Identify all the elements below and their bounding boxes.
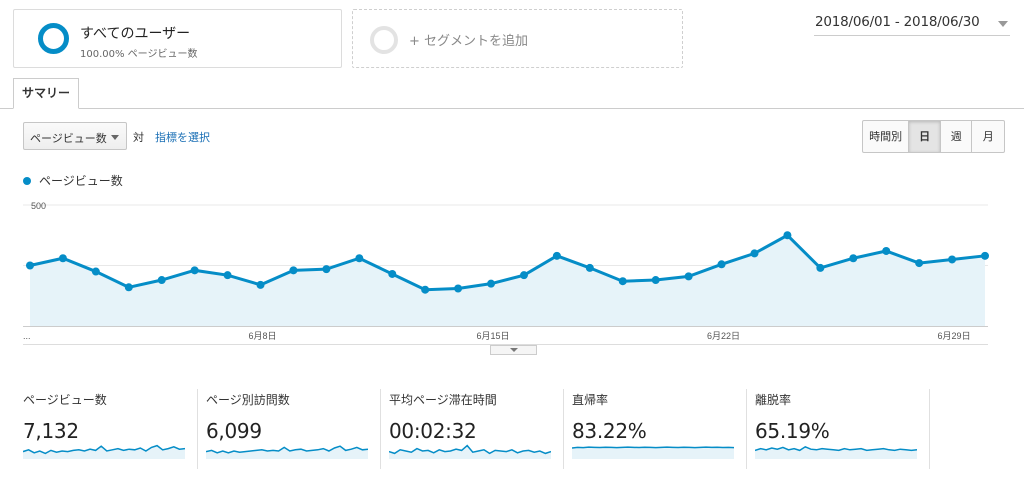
data-point: [717, 260, 726, 269]
data-point: [618, 277, 627, 286]
data-point: [26, 261, 34, 270]
metric-label: 平均ページ滞在時間: [389, 393, 497, 407]
data-point: [981, 251, 989, 260]
metric-sparkline-card[interactable]: 直帰率 83.22%: [564, 389, 747, 469]
date-range-picker[interactable]: 2018/06/01 - 2018/06/30: [814, 12, 1010, 36]
data-point: [190, 266, 199, 275]
metric-label: ページビュー数: [23, 393, 107, 407]
sparkline-area: [572, 447, 734, 459]
metric-select[interactable]: ページビュー数: [23, 122, 127, 150]
data-point: [519, 271, 528, 280]
y-tick-label: 500: [31, 201, 46, 211]
sparkline-area: [23, 445, 185, 459]
legend-dot-icon: [23, 177, 31, 185]
metric-sparklines: ページビュー数 7,132 ページ別訪問数 6,099 平均ページ滞在時間 00:02:3…: [15, 389, 930, 469]
x-tick-label: 6月22日: [707, 331, 740, 341]
data-point: [124, 283, 133, 292]
data-point: [750, 249, 759, 258]
data-point: [585, 263, 594, 272]
data-point: [355, 254, 364, 263]
sparkline-line: [389, 444, 551, 455]
sparkline-line: [572, 446, 734, 449]
metric-sparkline-card[interactable]: 離脱率 65.19%: [747, 389, 930, 469]
tab-summary[interactable]: サマリー: [13, 78, 79, 109]
add-segment-button[interactable]: + セグメントを追加: [352, 9, 683, 68]
metric-label: 直帰率: [572, 393, 609, 407]
x-tick-label: 6月8日: [249, 331, 277, 341]
metric-value: 83.22%: [572, 419, 647, 443]
metric-sparkline-card[interactable]: 平均ページ滞在時間 00:02:32: [381, 389, 564, 469]
tab-bar-divider: [0, 108, 1024, 109]
segment-donut-icon: [38, 23, 69, 54]
sparkline-chart: [389, 444, 551, 459]
granularity-week-button[interactable]: 週: [941, 121, 973, 152]
choose-metric-link[interactable]: 指標を選択: [155, 131, 210, 144]
data-point: [816, 263, 825, 272]
data-point: [289, 266, 298, 275]
data-point: [552, 251, 561, 260]
data-point: [651, 276, 660, 285]
metric-value: 6,099: [206, 419, 262, 443]
add-segment-label: + セグメントを追加: [409, 34, 529, 49]
data-point: [849, 254, 858, 263]
series-line: [29, 233, 986, 292]
data-point: [223, 271, 232, 280]
data-point: [157, 276, 166, 285]
data-point: [256, 280, 265, 289]
chart-legend: ページビュー数: [23, 172, 123, 189]
metric-value: 00:02:32: [389, 419, 477, 443]
sparkline-line: [755, 445, 917, 452]
chevron-down-icon: [998, 21, 1008, 27]
data-point: [915, 259, 924, 268]
sparkline-line: [206, 445, 368, 454]
metric-sparkline-card[interactable]: ページビュー数 7,132: [15, 389, 198, 469]
data-point: [882, 246, 891, 255]
x-tick-label: 6月29日: [938, 331, 971, 341]
sparkline-chart: [755, 445, 917, 459]
sparkline-chart: [23, 444, 185, 459]
data-point: [388, 269, 397, 278]
data-point: [684, 272, 693, 281]
sparkline-area: [206, 446, 368, 459]
empty-segment-icon: [370, 26, 398, 54]
data-point: [322, 265, 331, 274]
x-tick-label: ...: [23, 331, 31, 341]
segment-card-all-users[interactable]: すべてのユーザー 100.00% ページビュー数: [13, 9, 342, 68]
sparkline-area: [389, 445, 551, 459]
sparkline-chart: [206, 445, 368, 459]
granularity-day-button[interactable]: 日: [909, 121, 941, 152]
legend-label: ページビュー数: [39, 174, 123, 188]
chevron-down-icon: [510, 348, 518, 352]
data-point: [91, 267, 100, 276]
metric-value: 65.19%: [755, 419, 830, 443]
metric-value: 7,132: [23, 419, 79, 443]
sparkline-chart: [572, 446, 734, 459]
sparkline-line: [23, 444, 185, 455]
chevron-down-icon: [111, 135, 119, 140]
metric-select-value: ページビュー数: [30, 132, 107, 145]
vs-label: 対: [133, 131, 144, 144]
metric-label: 離脱率: [755, 393, 792, 407]
segment-title: すべてのユーザー: [80, 26, 191, 42]
granularity-toggle: 時間別 日 週 月: [862, 120, 1005, 153]
data-point: [783, 231, 792, 240]
granularity-hourly-button[interactable]: 時間別: [863, 121, 910, 152]
data-point: [487, 279, 496, 288]
date-range-text: 2018/06/01 - 2018/06/30: [815, 14, 980, 30]
x-tick-label: 6月15日: [477, 331, 510, 341]
segment-subtitle: 100.00% ページビュー数: [80, 49, 198, 60]
data-point: [948, 255, 957, 264]
data-point: [421, 285, 430, 294]
data-point: [454, 284, 463, 293]
chart-collapse-toggle[interactable]: [490, 345, 537, 355]
data-point: [58, 254, 67, 263]
metric-sparkline-card[interactable]: ページ別訪問数 6,099: [198, 389, 381, 469]
granularity-month-button[interactable]: 月: [982, 130, 994, 143]
metric-label: ページ別訪問数: [206, 393, 290, 407]
